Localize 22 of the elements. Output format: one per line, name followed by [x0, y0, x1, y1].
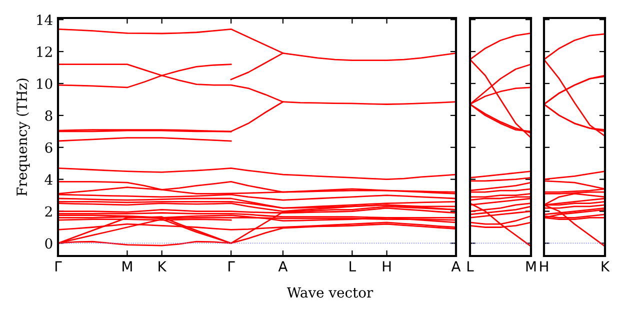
- x-tick-label: L: [467, 261, 474, 272]
- x-tick-label: A: [278, 261, 288, 272]
- y-axis-title: Frequency (THz): [16, 78, 30, 196]
- x-tick-label: Γ: [228, 261, 235, 272]
- x-tick-label: M: [526, 261, 536, 272]
- x-tick-label: Γ: [55, 261, 62, 272]
- x-tick-label: H: [540, 261, 548, 272]
- y-tick-label: 14: [37, 14, 52, 25]
- x-tick-label: M: [122, 261, 132, 272]
- y-tick-label: 6: [45, 142, 52, 153]
- y-tick-label: 0: [45, 238, 52, 249]
- x-tick-label: K: [602, 261, 610, 272]
- y-tick-label: 8: [45, 110, 52, 121]
- x-tick-label: H: [382, 261, 391, 272]
- x-tick-label: L: [350, 261, 356, 272]
- x-tick-label: K: [158, 261, 167, 272]
- x-tick-label: A: [451, 261, 461, 272]
- y-tick-label: 10: [37, 78, 52, 89]
- y-tick-label: 12: [37, 46, 52, 57]
- y-tick-label: 2: [45, 206, 52, 217]
- y-tick-label: 4: [44, 174, 52, 185]
- x-axis-title: Wave vector: [286, 287, 374, 298]
